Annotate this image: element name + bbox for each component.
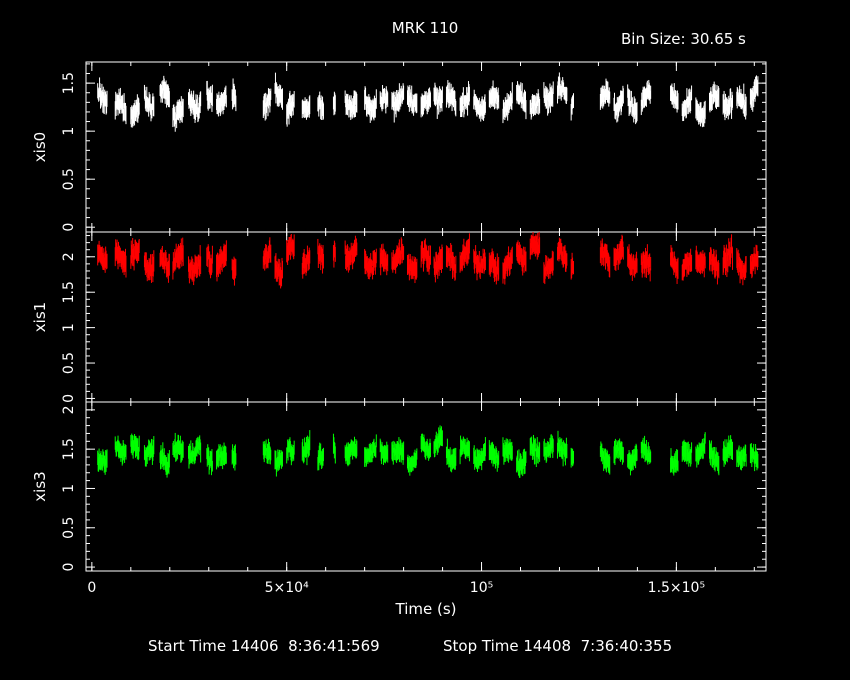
y-tick-label: 1 — [61, 484, 77, 493]
y-tick-label: 1.5 — [61, 281, 77, 303]
x-axis-label: Time (s) — [395, 600, 457, 618]
panel-label-xis1: xis1 — [31, 302, 49, 332]
start-time-label: Start Time 14406 8:36:41:569 — [148, 637, 380, 655]
y-tick-label: 0 — [61, 394, 77, 403]
y-tick-label: 1 — [61, 127, 77, 136]
y-tick-label: 0 — [61, 563, 77, 572]
chart-title: MRK 110 — [391, 19, 459, 37]
panel-label-xis0: xis0 — [31, 132, 49, 162]
y-tick-label: 0.5 — [61, 517, 77, 539]
y-tick-label: 0.5 — [61, 352, 77, 374]
y-tick-label: 0.5 — [61, 168, 77, 190]
panel-label-xis3: xis3 — [31, 471, 49, 501]
panel-frame-xis3 — [85, 401, 767, 572]
x-tick-label: 5×10⁴ — [265, 580, 309, 596]
y-tick-label: 1.5 — [61, 438, 77, 460]
y-tick-label: 1.5 — [61, 72, 77, 94]
x-tick-label: 0 — [87, 580, 96, 596]
stop-time-label: Stop Time 14408 7:36:40:355 — [443, 637, 673, 655]
series-xis3 — [97, 425, 759, 478]
y-tick-label: 1 — [61, 323, 77, 332]
x-tick-label: 1.5×10⁵ — [648, 580, 705, 596]
x-tick-label: 10⁵ — [470, 580, 493, 596]
bin-size-label: Bin Size: 30.65 s — [621, 30, 746, 48]
y-tick-label: 2 — [61, 405, 77, 414]
y-tick-label: 2 — [61, 252, 77, 261]
series-xis1 — [97, 232, 759, 289]
y-tick-label: 0 — [61, 223, 77, 232]
panel-frame-xis0 — [85, 61, 767, 233]
series-xis0 — [97, 72, 759, 132]
